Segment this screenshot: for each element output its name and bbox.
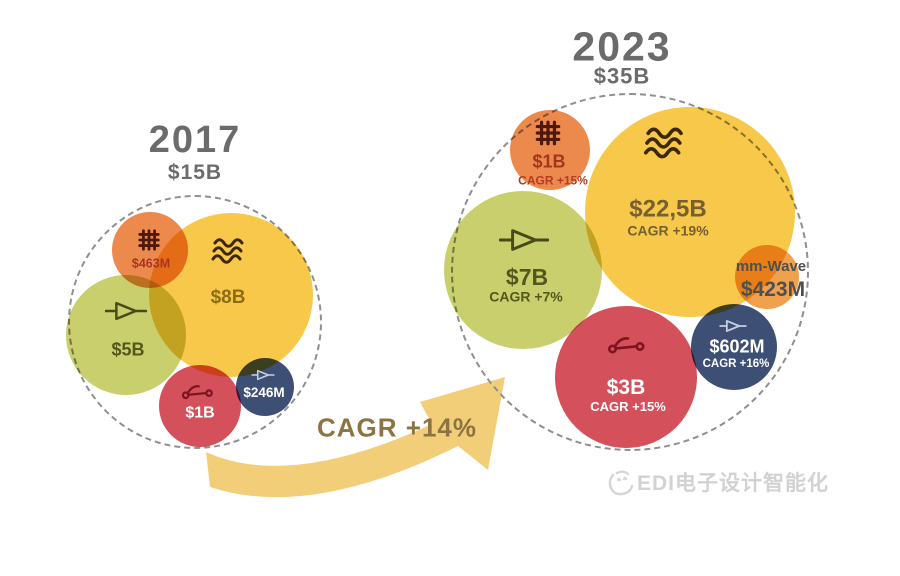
watermark-text: EDI电子设计智能化 xyxy=(636,471,830,495)
bubble-value: $7B xyxy=(505,263,549,290)
mmwave-label: mm-Wave xyxy=(735,258,807,276)
opamp-icon xyxy=(719,319,747,334)
lattice-filter-icon xyxy=(136,227,162,253)
bubble-cagr: CAGR +19% xyxy=(627,222,709,239)
year-title-2017: 2017 xyxy=(148,119,242,162)
bubble-value: $22,5B xyxy=(629,195,707,223)
opamp-icon xyxy=(499,227,549,254)
opamp-icon xyxy=(105,299,147,323)
bubble-2023-filter xyxy=(510,110,590,190)
bubble-value: $602M xyxy=(709,336,765,357)
bubble-cagr: CAGR +15% xyxy=(518,173,588,188)
switch-icon xyxy=(607,333,647,355)
bubble-2023-smallamp xyxy=(691,304,777,390)
bubble-2023-wave xyxy=(585,107,795,317)
bubble-cagr: CAGR +16% xyxy=(702,357,770,370)
bubble-cagr: CAGR +7% xyxy=(489,288,563,305)
bubble-cagr: CAGR +15% xyxy=(590,399,666,415)
bubble-2023-switch xyxy=(555,306,697,448)
bubble-value: $3B xyxy=(606,375,646,399)
switch-icon xyxy=(181,382,215,401)
bubble-value: $1B xyxy=(532,151,566,172)
lattice-filter-icon xyxy=(533,118,563,148)
year-title-2023: 2023 xyxy=(572,23,672,70)
opamp-icon xyxy=(251,369,275,382)
bubble-value: $246M xyxy=(243,384,285,400)
bubble-value: $5B xyxy=(111,339,145,360)
bubble-2017-switch xyxy=(159,365,241,447)
triple-wave-icon xyxy=(641,126,687,160)
bubble-value: $463M xyxy=(131,256,171,271)
bubble-2017-amplifier xyxy=(66,275,186,395)
bubble-value: $1B xyxy=(185,404,215,422)
bubble-value: $8B xyxy=(210,287,246,309)
growth-arrow xyxy=(206,377,505,498)
year-total-2023: $35B xyxy=(593,63,651,89)
sketch-circle-logo xyxy=(604,467,638,499)
year-total-2017: $15B xyxy=(167,160,223,184)
growth-arrow-label: CAGR +14% xyxy=(317,412,477,443)
triple-wave-icon xyxy=(210,237,246,265)
bubble-2017-smallamp xyxy=(236,358,294,416)
bubble-2023-amplifier xyxy=(444,191,602,349)
bubble-value: $423M xyxy=(740,277,806,301)
